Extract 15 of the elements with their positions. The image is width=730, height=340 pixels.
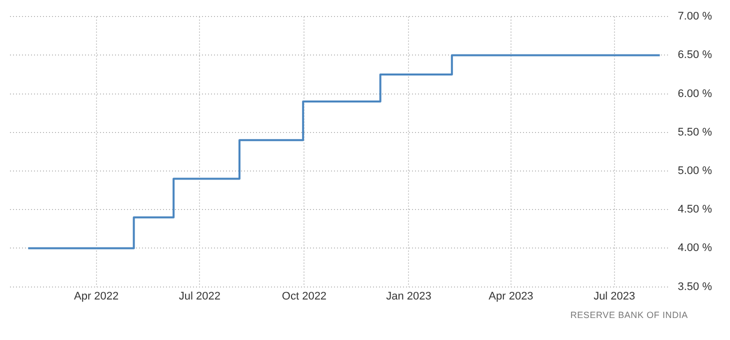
- y-tick-label: 5.00 %: [678, 165, 712, 178]
- y-tick-label: 4.50 %: [678, 204, 712, 216]
- x-tick-label: Apr 2023: [488, 290, 534, 302]
- x-tick-label: Oct 2022: [282, 290, 327, 302]
- y-tick-label: 6.00 %: [678, 88, 712, 100]
- x-tick-label: Apr 2022: [74, 290, 119, 302]
- y-tick-label: 4.00 %: [678, 242, 712, 254]
- y-tick-label: 3.50 %: [678, 280, 712, 293]
- y-tick-label: 6.50 %: [678, 49, 712, 62]
- y-tick-label: 5.50 %: [678, 126, 712, 138]
- x-tick-label: Jul 2022: [178, 290, 221, 302]
- x-tick-label: Jul 2023: [594, 290, 636, 302]
- text: RESERVE BANK OF INDIA: [570, 310, 688, 320]
- x-tick-label: Jan 2023: [386, 290, 432, 302]
- y-tick-label: 7.00 %: [678, 10, 712, 23]
